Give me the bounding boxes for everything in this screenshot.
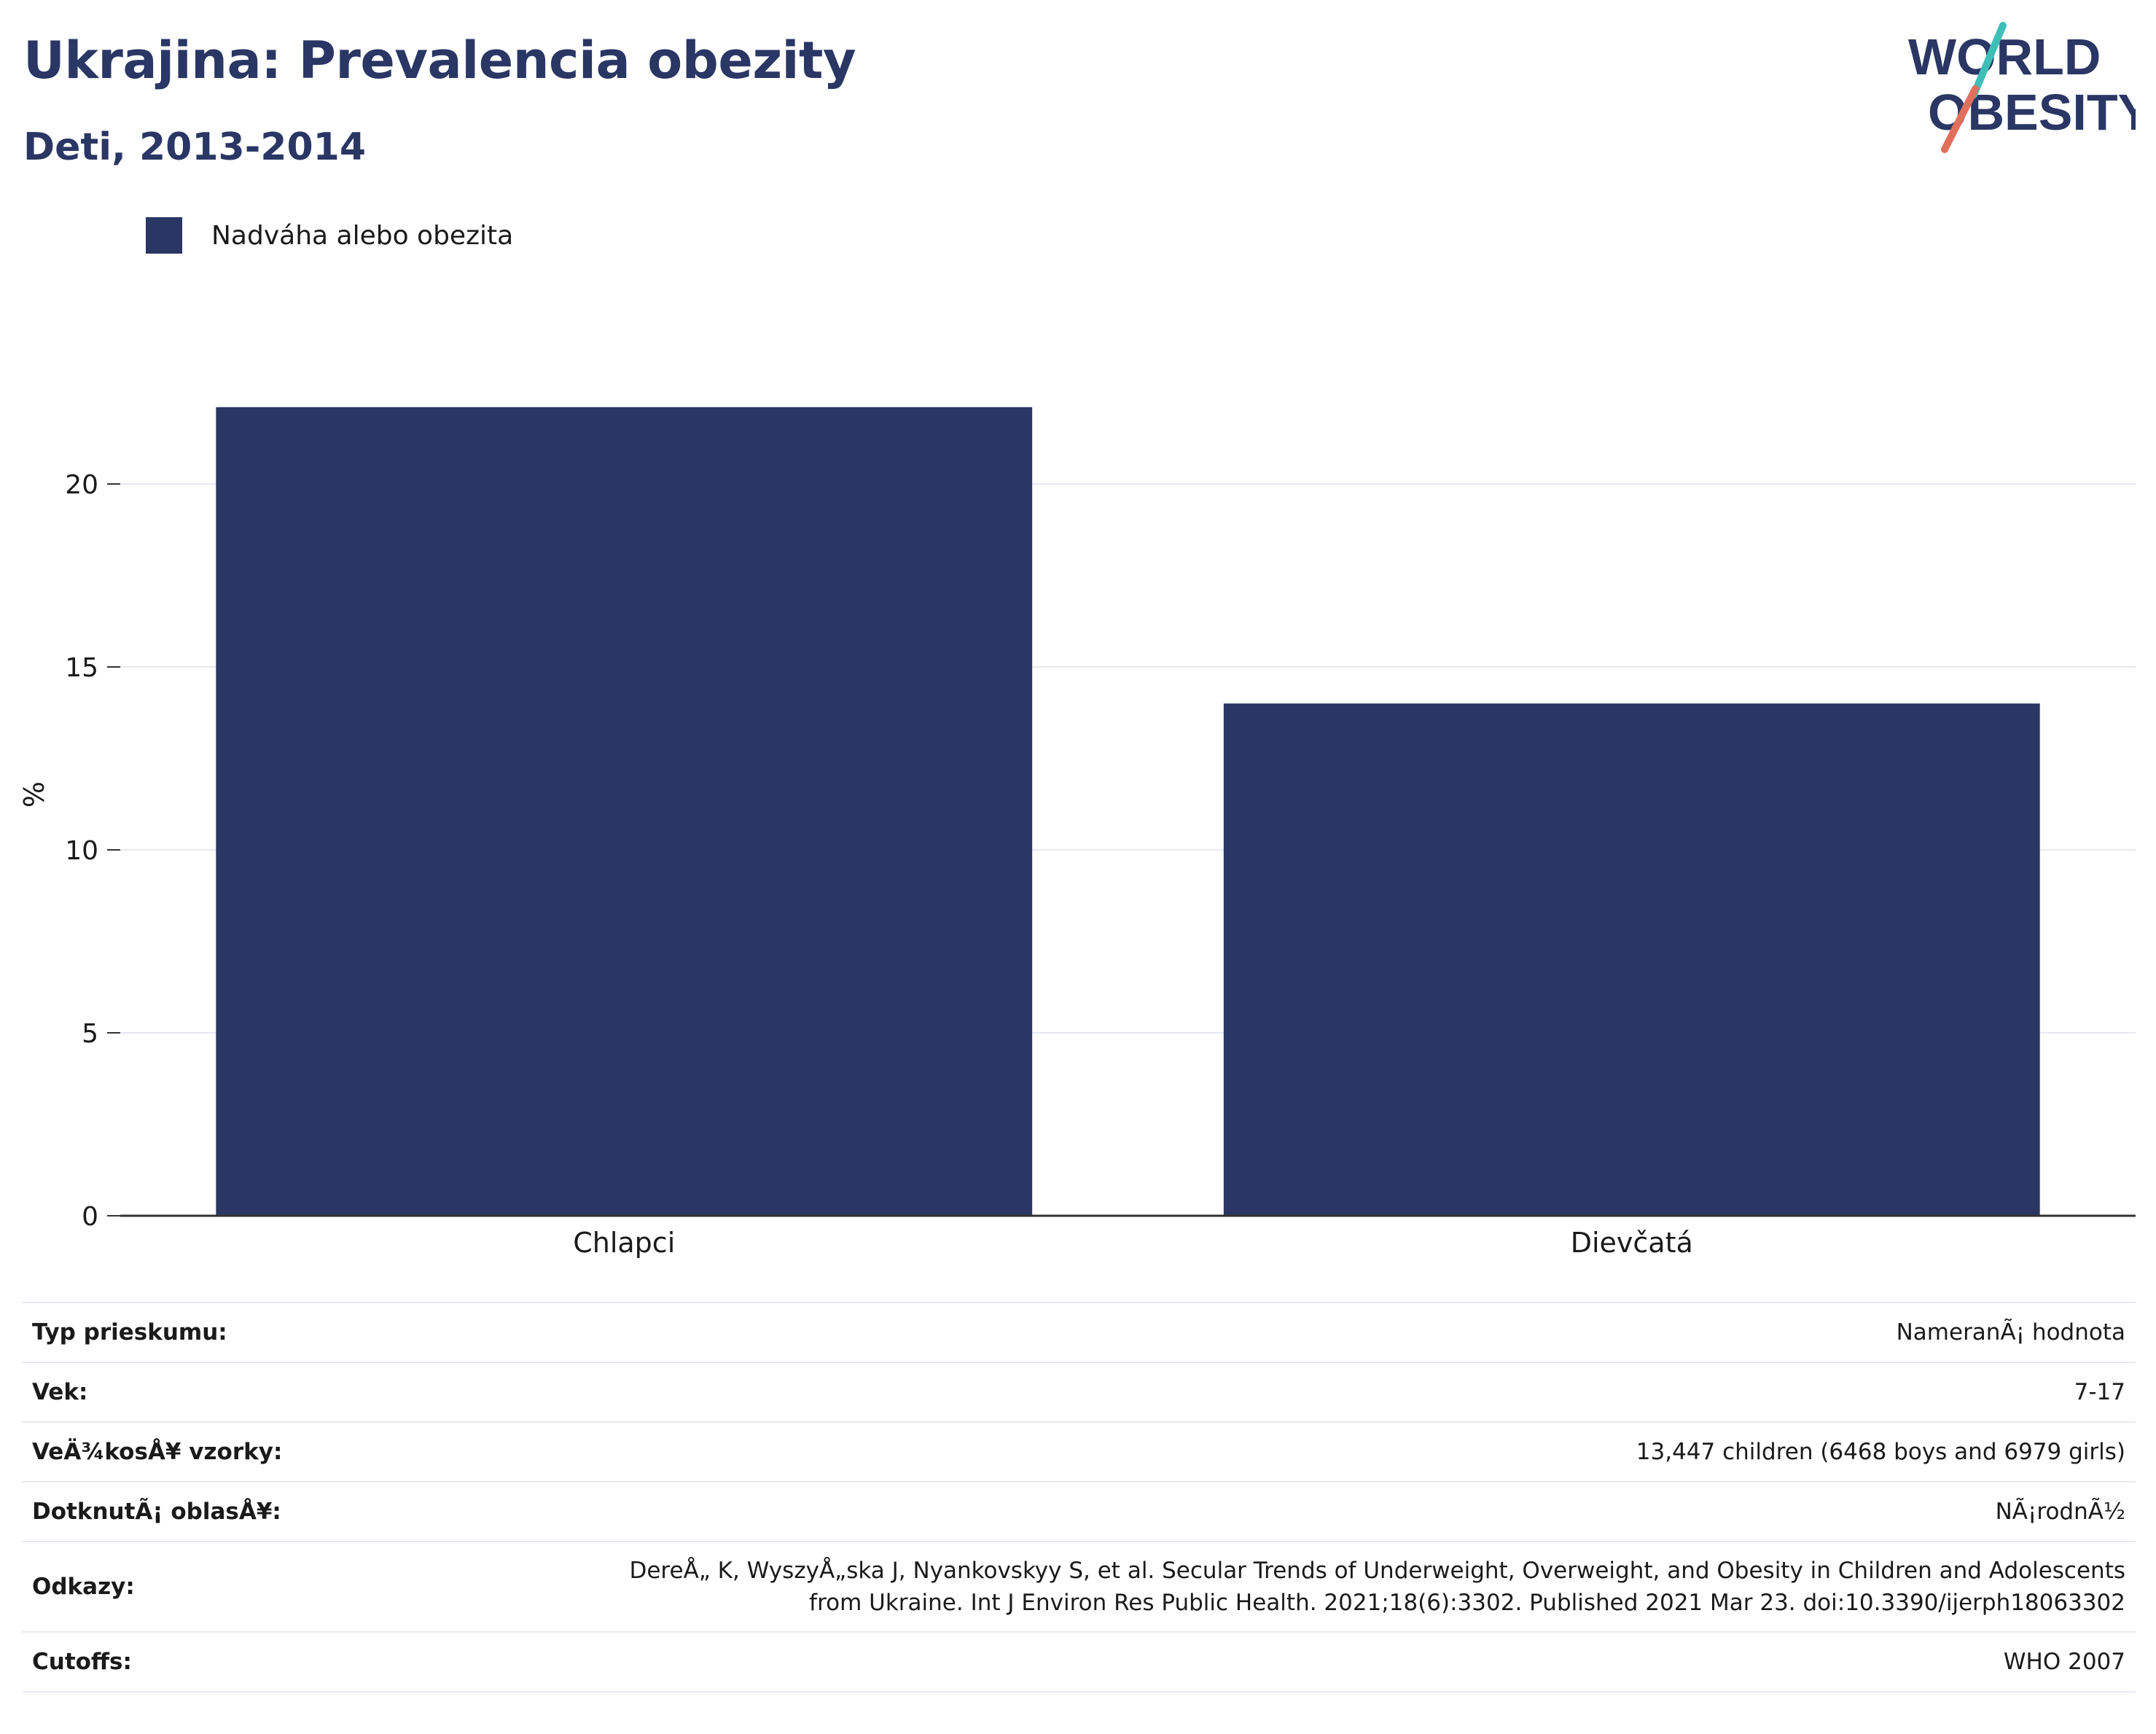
- page-title: Ukrajina: Prevalencia obezity: [23, 31, 856, 90]
- info-value: NameranÃ¡ hodnota: [1896, 1319, 2125, 1346]
- info-value: DereÅ„ K, WyszyÅ„ska J, Nyankovskyy S, e…: [480, 1542, 2136, 1632]
- reference-line-2: from Ukraine. Int J Environ Res Public H…: [809, 1590, 2125, 1616]
- y-tick-label: 5: [82, 1019, 98, 1049]
- info-row-references: Odkazy: DereÅ„ K, WyszyÅ„ska J, Nyankovs…: [22, 1542, 2136, 1632]
- info-row-sample-size: VeÄ¾kosÅ¥ vzorky: 13,447 children (6468 …: [22, 1422, 2136, 1482]
- info-value: WHO 2007: [2003, 1649, 2125, 1675]
- legend-swatch: [146, 217, 182, 254]
- reference-line-1: DereÅ„ K, WyszyÅ„ska J, Nyankovskyy S, e…: [629, 1558, 2125, 1584]
- y-tick-label: 0: [82, 1202, 98, 1232]
- logo-text-world: WORLD: [1908, 28, 2101, 85]
- axes: 0 5 10 15 20 Chlapci Dievčatá: [65, 470, 2136, 1259]
- info-value: 13,447 children (6468 boys and 6979 girl…: [1636, 1439, 2125, 1465]
- bar-chart: 0 5 10 15 20 Chlapci Dievčatá %: [18, 407, 2136, 1259]
- info-value: 7-17: [2074, 1379, 2125, 1405]
- info-key: Odkazy:: [32, 1574, 135, 1600]
- y-tick-label: 20: [65, 470, 98, 500]
- info-value: NÃ¡rodnÃ½: [1995, 1499, 2125, 1525]
- bar-0: [216, 407, 1033, 1216]
- info-key: Cutoffs:: [32, 1649, 132, 1675]
- y-tick-label: 15: [65, 653, 98, 683]
- logo-slash-teal: [1970, 22, 2007, 98]
- info-row-cutoffs: Cutoffs: WHO 2007: [22, 1632, 2136, 1692]
- info-row-area: DotknutÃ¡ oblasÅ¥: NÃ¡rodnÃ½: [22, 1482, 2136, 1542]
- info-key: DotknutÃ¡ oblasÅ¥:: [32, 1499, 281, 1525]
- x-tick-label: Dievčatá: [1571, 1227, 1693, 1259]
- y-axis-label: %: [18, 781, 50, 808]
- y-tick-label: 10: [65, 836, 98, 866]
- info-key: Typ prieskumu:: [32, 1319, 227, 1346]
- page-subtitle: Deti, 2013-2014: [23, 125, 367, 169]
- info-row-age: Vek: 7-17: [22, 1362, 2136, 1422]
- info-table: Typ prieskumu: NameranÃ¡ hodnota Vek: 7-…: [22, 1302, 2136, 1692]
- x-tick-label: Chlapci: [573, 1227, 675, 1259]
- info-key: VeÄ¾kosÅ¥ vzorky:: [32, 1439, 283, 1465]
- world-obesity-logo: WORLD OBESITY: [1908, 22, 2136, 153]
- logo-slash-coral: [1941, 85, 1979, 153]
- bar-1: [1223, 703, 2040, 1216]
- bars: [216, 407, 2040, 1216]
- info-row-survey-type: Typ prieskumu: NameranÃ¡ hodnota: [22, 1303, 2136, 1362]
- info-key: Vek:: [32, 1379, 88, 1405]
- legend-label: Nadváha alebo obezita: [211, 220, 514, 251]
- chart-legend: Nadváha alebo obezita: [146, 217, 513, 254]
